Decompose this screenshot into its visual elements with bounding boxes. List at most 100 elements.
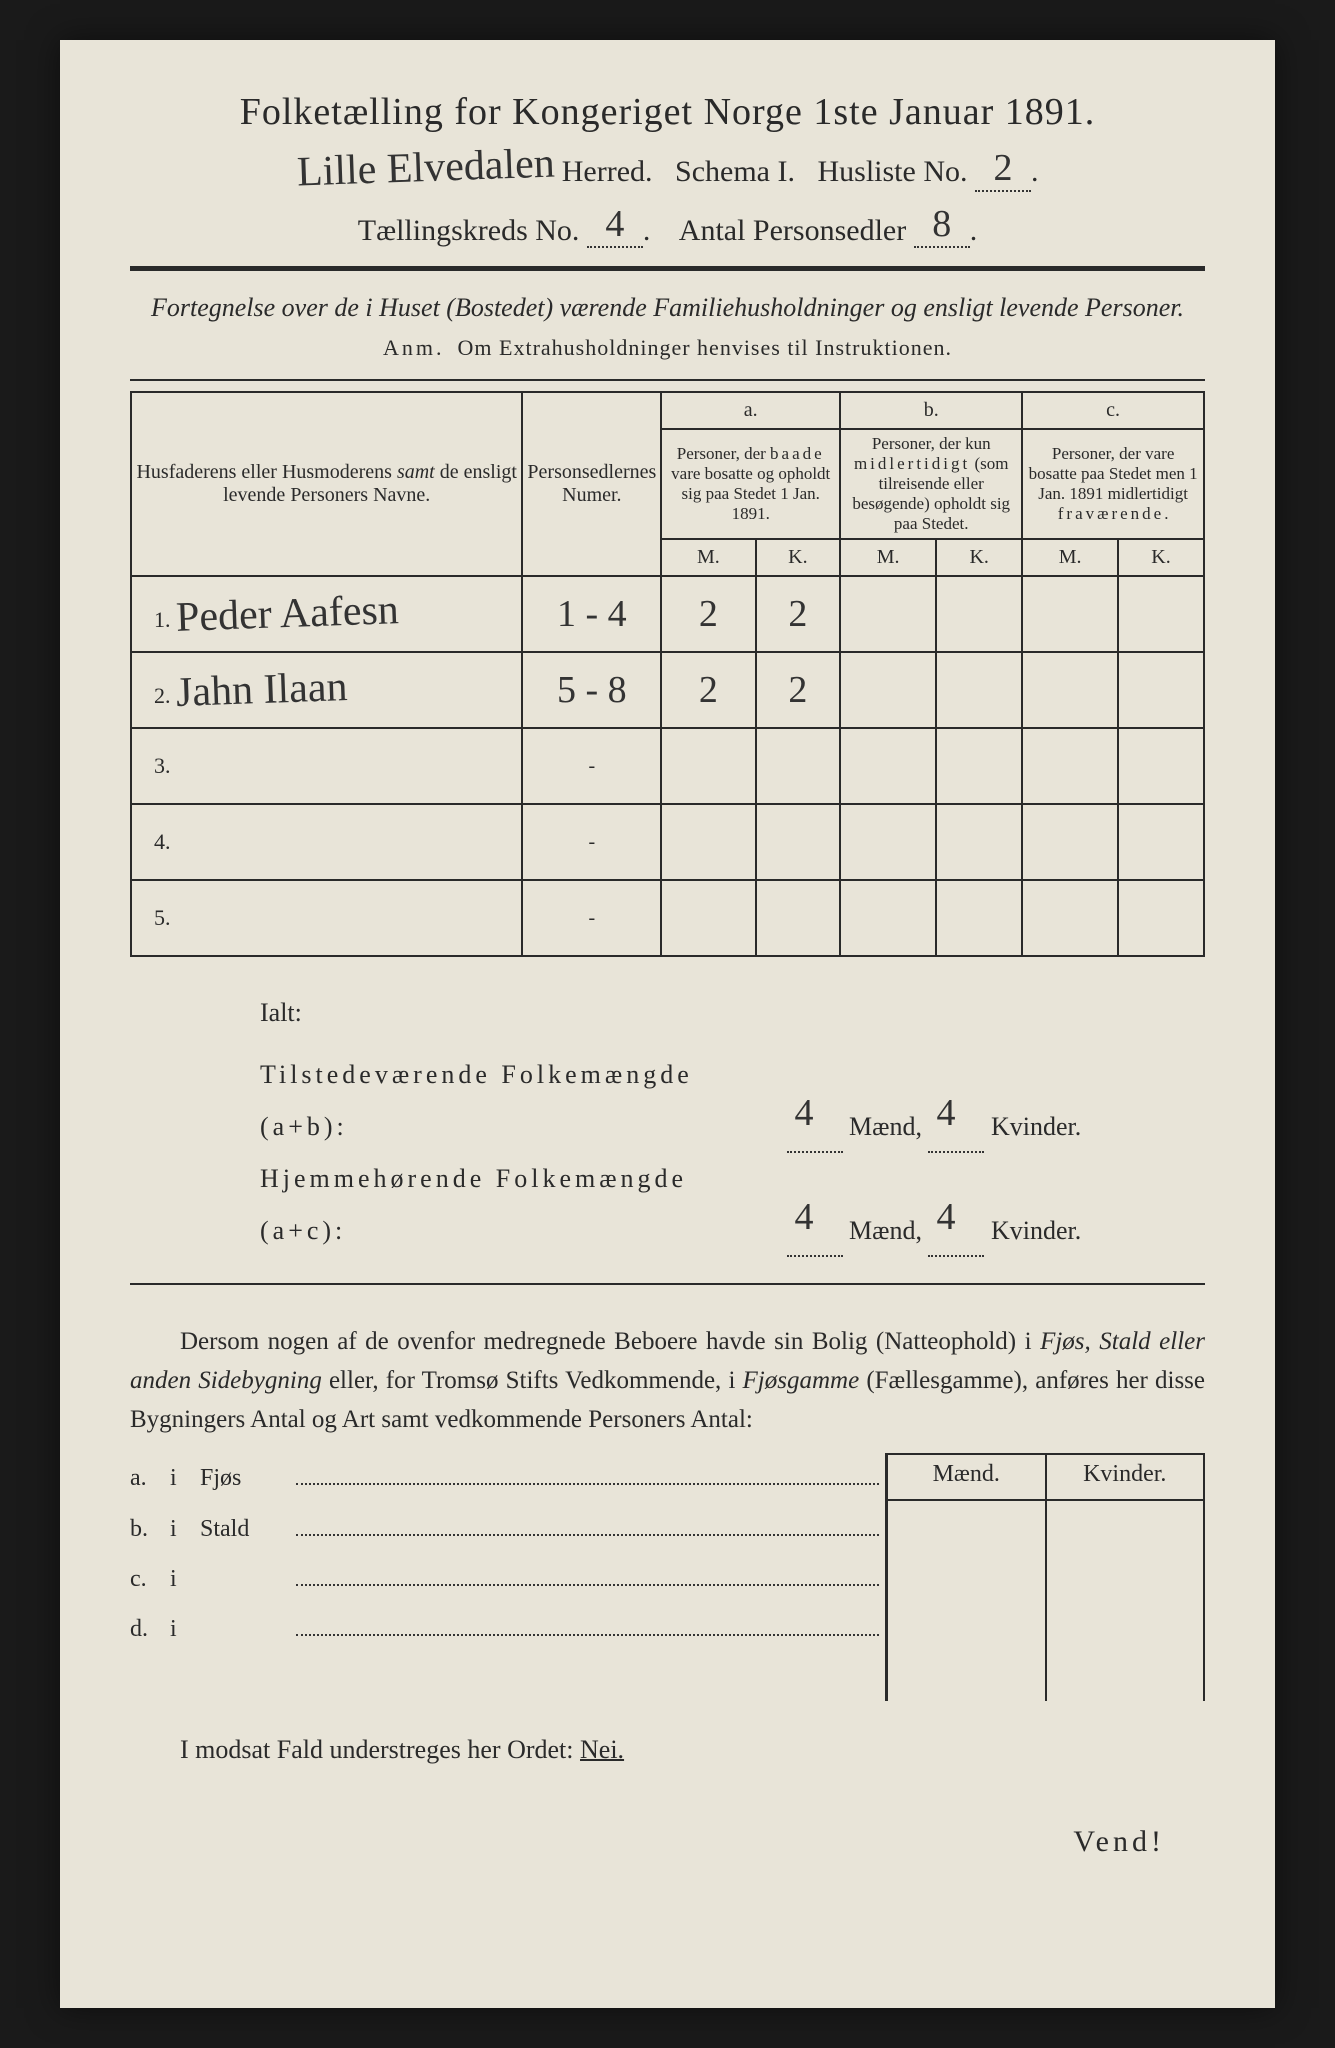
mk: K. <box>756 539 841 576</box>
cell-ak: 2 <box>756 652 841 728</box>
nei-line: I modsat Fald understreges her Ordet: Ne… <box>130 1735 1205 1765</box>
col-numer: Personsedlernes Numer. <box>522 392 661 576</box>
table-row: 4. - <box>131 804 1204 880</box>
col-b-desc: Personer, der kun midlertidigt (som tilr… <box>840 429 1022 539</box>
cell-num: 5 - 8 <box>522 652 661 728</box>
cell-name: 5. <box>131 880 522 956</box>
cell <box>756 728 841 804</box>
vend-label: Vend! <box>130 1825 1205 1859</box>
antal-label: Antal Personsedler <box>679 214 906 247</box>
kvinder-label: Kvinder. <box>1047 1455 1206 1499</box>
cell <box>756 804 841 880</box>
herred-handwritten: Lille Elvedalen <box>296 140 555 197</box>
cell <box>661 880 755 956</box>
husliste-label: Husliste No. <box>817 155 967 188</box>
mk: M. <box>661 539 755 576</box>
mk-col <box>888 1501 1047 1701</box>
col-c-head: c. <box>1022 392 1204 429</box>
cell <box>1022 880 1118 956</box>
cell <box>661 728 755 804</box>
cell-bm <box>840 652 936 728</box>
subtitle: Fortegnelse over de i Huset (Bostedet) v… <box>130 293 1205 323</box>
table-row: 1. Peder Aafesn 1 - 4 2 2 <box>131 576 1204 652</box>
maend-label: Mænd. <box>888 1455 1047 1499</box>
cell <box>1118 728 1204 804</box>
cell <box>840 728 936 804</box>
cell <box>756 880 841 956</box>
antal-value: 8 <box>914 202 970 248</box>
v1m: 4 <box>787 1075 843 1153</box>
mk-mini-body <box>885 1499 1205 1701</box>
totals-line-2: Hjemmehørende Folkemængde (a+c): 4 Mænd,… <box>260 1153 1205 1257</box>
col-a-head: a. <box>661 392 840 429</box>
table-row: 5. - <box>131 880 1204 956</box>
cell <box>840 804 936 880</box>
nei-word: Nei. <box>580 1735 624 1764</box>
mk: K. <box>936 539 1022 576</box>
sidebuild-block: a.iFjøs b.iStald c.i d.i Mænd. Kvinder. <box>130 1453 1205 1701</box>
mk-col <box>1047 1501 1206 1701</box>
col-names: Husfaderens eller Husmoderens samt de en… <box>131 392 522 576</box>
cell-cm <box>1022 652 1118 728</box>
mk: K. <box>1118 539 1204 576</box>
table-row: 3. - <box>131 728 1204 804</box>
cell-bm <box>840 576 936 652</box>
cell <box>1022 728 1118 804</box>
divider-thin <box>130 1283 1205 1285</box>
cell-bk <box>936 652 1022 728</box>
col-a-desc: Personer, der baade vare bosatte og opho… <box>661 429 840 539</box>
mk: M. <box>840 539 936 576</box>
totals-block: Ialt: Tilstedeværende Folkemængde (a+b):… <box>260 987 1205 1257</box>
main-table: Husfaderens eller Husmoderens samt de en… <box>130 391 1205 957</box>
col-c-desc: Personer, der vare bosatte paa Stedet me… <box>1022 429 1204 539</box>
table-row: 2. Jahn Ilaan 5 - 8 2 2 <box>131 652 1204 728</box>
cell <box>1118 880 1204 956</box>
husliste-value: 2 <box>975 146 1031 192</box>
list-item: a.iFjøs <box>130 1453 885 1503</box>
page-title: Folketælling for Kongeriget Norge 1ste J… <box>130 90 1205 134</box>
v2m: 4 <box>787 1179 843 1257</box>
kreds-label: Tællingskreds No. <box>358 214 580 247</box>
v2k: 4 <box>928 1179 984 1257</box>
census-form-page: Folketælling for Kongeriget Norge 1ste J… <box>60 40 1275 2008</box>
cell <box>1118 804 1204 880</box>
cell-am: 2 <box>661 576 755 652</box>
cell-num: - <box>522 880 661 956</box>
sidebuild-para: Dersom nogen af de ovenfor medregnede Be… <box>130 1323 1205 1439</box>
ialt-label: Ialt: <box>260 987 1205 1039</box>
mk-mini-head: Mænd. Kvinder. <box>885 1453 1205 1499</box>
cell-ck <box>1118 652 1204 728</box>
divider-thin <box>130 379 1205 381</box>
mk-mini-table: Mænd. Kvinder. <box>885 1453 1205 1701</box>
cell-num: 1 - 4 <box>522 576 661 652</box>
cell-ck <box>1118 576 1204 652</box>
cell <box>936 880 1022 956</box>
cell <box>1022 804 1118 880</box>
cell-name: 3. <box>131 728 522 804</box>
cell-am: 2 <box>661 652 755 728</box>
col-b-head: b. <box>840 392 1022 429</box>
divider <box>130 266 1205 271</box>
cell <box>936 728 1022 804</box>
anm-note: Anm. Anm. Om Extrahusholdninger henvises… <box>130 335 1205 361</box>
cell-num: - <box>522 804 661 880</box>
cell <box>840 880 936 956</box>
cell <box>936 804 1022 880</box>
totals-line-1: Tilstedeværende Folkemængde (a+b): 4 Mæn… <box>260 1049 1205 1153</box>
cell <box>661 804 755 880</box>
schema-label: Schema I. <box>675 155 795 188</box>
line-kreds: Tællingskreds No. 4. Antal Personsedler … <box>130 202 1205 248</box>
mk: M. <box>1022 539 1118 576</box>
cell-name: 1. Peder Aafesn <box>131 576 522 652</box>
kreds-value: 4 <box>587 202 643 248</box>
cell-name: 2. Jahn Ilaan <box>131 652 522 728</box>
herred-label: Herred. <box>562 155 653 188</box>
cell-num: - <box>522 728 661 804</box>
list-item: c.i <box>130 1554 885 1604</box>
table-header-1: Husfaderens eller Husmoderens samt de en… <box>131 392 1204 429</box>
cell-cm <box>1022 576 1118 652</box>
line-herred: Lille Elvedalen Herred. Schema I. Huslis… <box>130 144 1205 192</box>
cell-ak: 2 <box>756 576 841 652</box>
cell-name: 4. <box>131 804 522 880</box>
cell-bk <box>936 576 1022 652</box>
